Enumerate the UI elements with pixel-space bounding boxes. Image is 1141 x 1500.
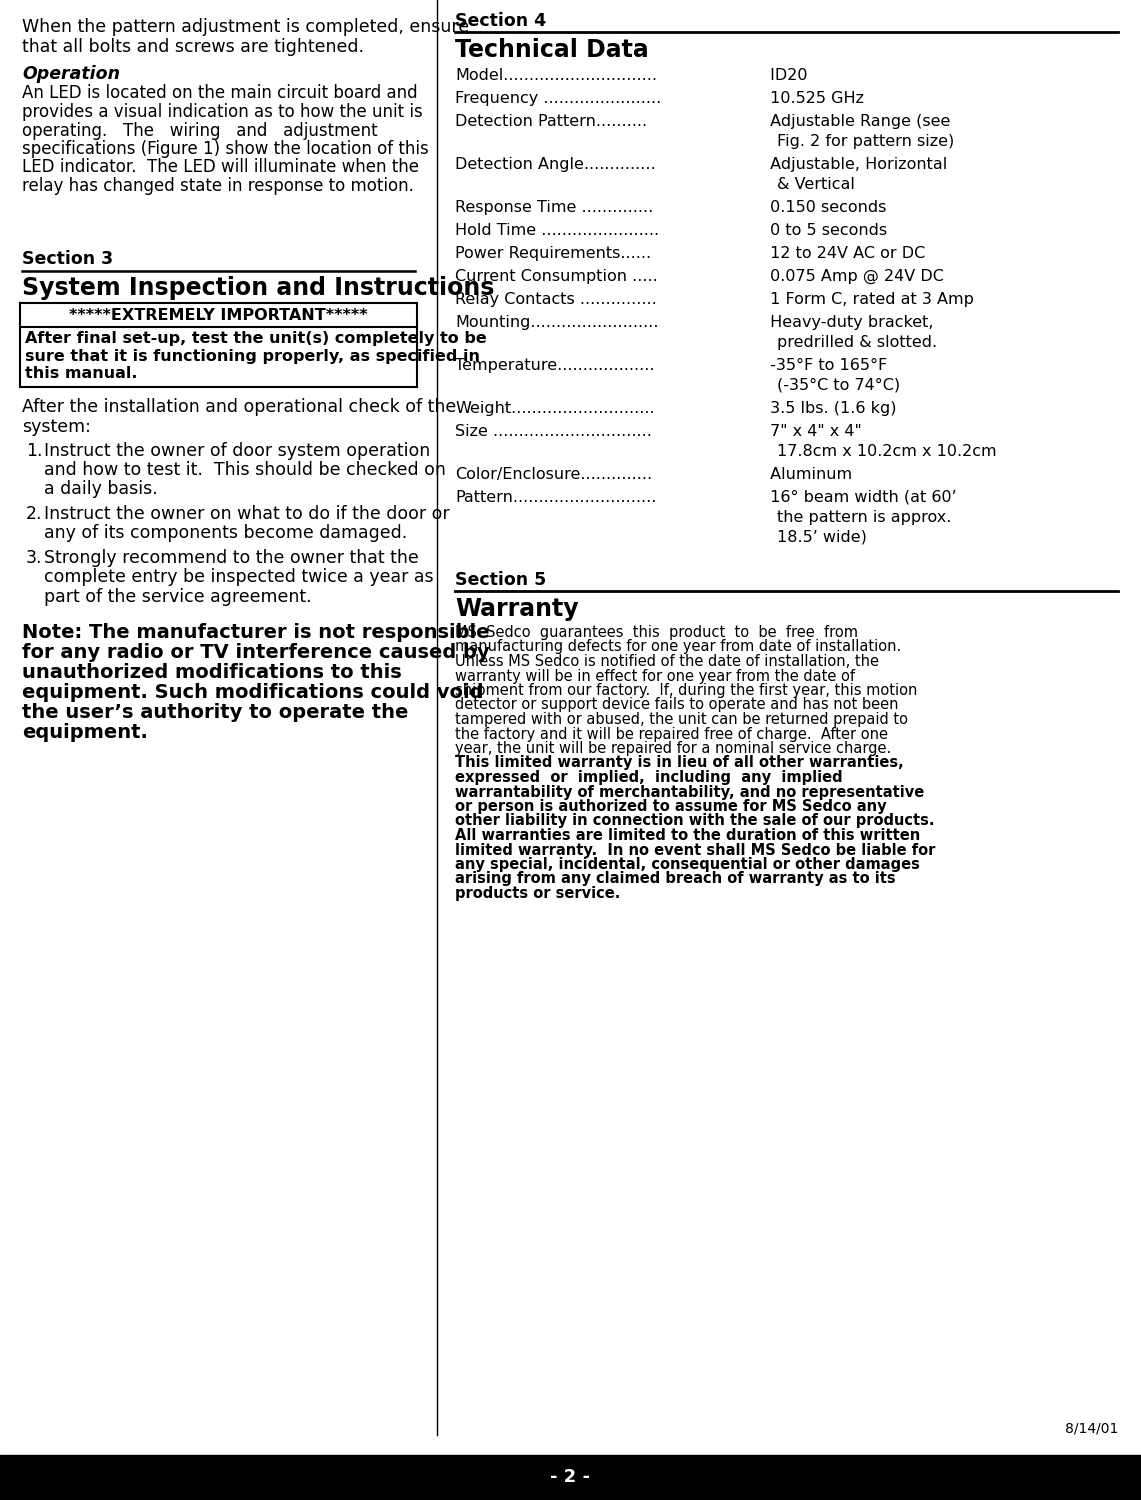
Text: 3.: 3. xyxy=(26,549,42,567)
Text: System Inspection and Instructions: System Inspection and Instructions xyxy=(22,276,494,300)
Text: the pattern is approx.: the pattern is approx. xyxy=(777,510,952,525)
Text: Hold Time .......................: Hold Time ....................... xyxy=(455,224,659,238)
Text: Weight............................: Weight............................ xyxy=(455,400,655,416)
Text: Color/Enclosure..............: Color/Enclosure.............. xyxy=(455,466,653,482)
Text: complete entry be inspected twice a year as: complete entry be inspected twice a year… xyxy=(44,568,434,586)
Text: 7" x 4" x 4": 7" x 4" x 4" xyxy=(764,424,861,439)
Text: Instruct the owner of door system operation: Instruct the owner of door system operat… xyxy=(44,441,430,459)
Text: Adjustable, Horizontal: Adjustable, Horizontal xyxy=(764,158,947,172)
Text: for any radio or TV interference caused by: for any radio or TV interference caused … xyxy=(22,642,489,662)
Text: All warranties are limited to the duration of this written: All warranties are limited to the durati… xyxy=(455,828,921,843)
Text: 17.8cm x 10.2cm x 10.2cm: 17.8cm x 10.2cm x 10.2cm xyxy=(777,444,996,459)
Text: the user’s authority to operate the: the user’s authority to operate the xyxy=(22,702,408,721)
Text: shipment from our factory.  If, during the first year, this motion: shipment from our factory. If, during th… xyxy=(455,682,917,698)
Text: Operation: Operation xyxy=(22,64,120,82)
Text: Unless MS Sedco is notified of the date of installation, the: Unless MS Sedco is notified of the date … xyxy=(455,654,879,669)
Text: Relay Contacts ...............: Relay Contacts ............... xyxy=(455,292,657,308)
Text: 0.150 seconds: 0.150 seconds xyxy=(764,200,887,214)
Text: 8/14/01: 8/14/01 xyxy=(1065,1422,1118,1436)
Text: Size ...............................: Size ............................... xyxy=(455,424,652,439)
Text: provides a visual indication as to how the unit is: provides a visual indication as to how t… xyxy=(22,104,423,122)
Text: Current Consumption .....: Current Consumption ..... xyxy=(455,268,657,284)
Text: year, the unit will be repaired for a nominal service charge.: year, the unit will be repaired for a no… xyxy=(455,741,891,756)
Text: MS  Sedco  guarantees  this  product  to  be  free  from: MS Sedco guarantees this product to be f… xyxy=(455,626,858,640)
Text: ID20: ID20 xyxy=(764,68,808,82)
Text: any special, incidental, consequential or other damages: any special, incidental, consequential o… xyxy=(455,856,920,871)
Text: Response Time ..............: Response Time .............. xyxy=(455,200,654,214)
Text: Detection Pattern..........: Detection Pattern.......... xyxy=(455,114,647,129)
Text: Temperature...................: Temperature................... xyxy=(455,358,655,374)
Text: *****EXTREMELY IMPORTANT*****: *****EXTREMELY IMPORTANT***** xyxy=(70,308,367,322)
Text: -35°F to 165°F: -35°F to 165°F xyxy=(764,358,888,374)
Text: or person is authorized to assume for MS Sedco any: or person is authorized to assume for MS… xyxy=(455,800,887,814)
Text: manufacturing defects for one year from date of installation.: manufacturing defects for one year from … xyxy=(455,639,901,654)
Text: 3.5 lbs. (1.6 kg): 3.5 lbs. (1.6 kg) xyxy=(764,400,897,416)
Text: limited warranty.  In no event shall MS Sedco be liable for: limited warranty. In no event shall MS S… xyxy=(455,843,936,858)
Text: Model..............................: Model.............................. xyxy=(455,68,657,82)
Text: & Vertical: & Vertical xyxy=(777,177,855,192)
Text: detector or support device fails to operate and has not been: detector or support device fails to oper… xyxy=(455,698,898,712)
Text: predrilled & slotted.: predrilled & slotted. xyxy=(777,334,937,350)
Text: warrantability of merchantability, and no representative: warrantability of merchantability, and n… xyxy=(455,784,924,800)
Text: other liability in connection with the sale of our products.: other liability in connection with the s… xyxy=(455,813,934,828)
Text: After final set-up, test the unit(s) completely to be: After final set-up, test the unit(s) com… xyxy=(25,332,487,346)
Text: Detection Angle..............: Detection Angle.............. xyxy=(455,158,656,172)
Text: this manual.: this manual. xyxy=(25,366,138,381)
Text: Mounting.........................: Mounting......................... xyxy=(455,315,658,330)
Text: expressed  or  implied,  including  any  implied: expressed or implied, including any impl… xyxy=(455,770,842,784)
Bar xyxy=(0,1455,1141,1500)
Text: and how to test it.  This should be checked on: and how to test it. This should be check… xyxy=(44,460,446,478)
Text: 10.525 GHz: 10.525 GHz xyxy=(764,92,864,106)
Text: Section 5: Section 5 xyxy=(455,572,547,590)
Text: Warranty: Warranty xyxy=(455,597,578,621)
Text: Adjustable Range (see: Adjustable Range (see xyxy=(764,114,950,129)
Text: This limited warranty is in lieu of all other warranties,: This limited warranty is in lieu of all … xyxy=(455,756,904,771)
Text: a daily basis.: a daily basis. xyxy=(44,480,157,498)
Text: equipment. Such modifications could void: equipment. Such modifications could void xyxy=(22,682,484,702)
Text: 12 to 24V AC or DC: 12 to 24V AC or DC xyxy=(764,246,925,261)
Text: (-35°C to 74°C): (-35°C to 74°C) xyxy=(777,378,900,393)
Text: tampered with or abused, the unit can be returned prepaid to: tampered with or abused, the unit can be… xyxy=(455,712,908,728)
Text: Section 4: Section 4 xyxy=(455,12,547,30)
Text: Note: The manufacturer is not responsible: Note: The manufacturer is not responsibl… xyxy=(22,622,489,642)
Text: 1.: 1. xyxy=(26,441,42,459)
Text: 0 to 5 seconds: 0 to 5 seconds xyxy=(764,224,887,238)
Text: that all bolts and screws are tightened.: that all bolts and screws are tightened. xyxy=(22,38,364,56)
Text: arising from any claimed breach of warranty as to its: arising from any claimed breach of warra… xyxy=(455,871,896,886)
Text: Aluminum: Aluminum xyxy=(764,466,852,482)
Text: 2.: 2. xyxy=(26,506,42,524)
Text: 16° beam width (at 60’: 16° beam width (at 60’ xyxy=(764,490,956,506)
Text: Frequency .......................: Frequency ....................... xyxy=(455,92,662,106)
Text: LED indicator.  The LED will illuminate when the: LED indicator. The LED will illuminate w… xyxy=(22,159,419,177)
Text: any of its components become damaged.: any of its components become damaged. xyxy=(44,525,407,543)
Text: operating.   The   wiring   and   adjustment: operating. The wiring and adjustment xyxy=(22,122,378,140)
Text: equipment.: equipment. xyxy=(22,723,148,741)
Text: Section 3: Section 3 xyxy=(22,251,113,268)
Text: An LED is located on the main circuit board and: An LED is located on the main circuit bo… xyxy=(22,84,418,102)
Text: Instruct the owner on what to do if the door or: Instruct the owner on what to do if the … xyxy=(44,506,450,524)
Text: relay has changed state in response to motion.: relay has changed state in response to m… xyxy=(22,177,414,195)
Text: the factory and it will be repaired free of charge.  After one: the factory and it will be repaired free… xyxy=(455,726,888,741)
Text: sure that it is functioning properly, as specified in: sure that it is functioning properly, as… xyxy=(25,348,480,363)
Text: 18.5’ wide): 18.5’ wide) xyxy=(777,530,867,544)
Text: When the pattern adjustment is completed, ensure: When the pattern adjustment is completed… xyxy=(22,18,469,36)
Text: Technical Data: Technical Data xyxy=(455,38,649,62)
Text: system:: system: xyxy=(22,419,91,436)
Text: Power Requirements......: Power Requirements...... xyxy=(455,246,652,261)
Text: specifications (Figure 1) show the location of this: specifications (Figure 1) show the locat… xyxy=(22,140,429,158)
Text: warranty will be in effect for one year from the date of: warranty will be in effect for one year … xyxy=(455,669,855,684)
Text: part of the service agreement.: part of the service agreement. xyxy=(44,588,311,606)
Text: 0.075 Amp @ 24V DC: 0.075 Amp @ 24V DC xyxy=(764,268,944,284)
Text: Heavy-duty bracket,: Heavy-duty bracket, xyxy=(764,315,933,330)
Text: products or service.: products or service. xyxy=(455,886,621,902)
Text: Pattern............................: Pattern............................ xyxy=(455,490,656,506)
Text: unauthorized modifications to this: unauthorized modifications to this xyxy=(22,663,402,681)
Text: Strongly recommend to the owner that the: Strongly recommend to the owner that the xyxy=(44,549,419,567)
Text: After the installation and operational check of the: After the installation and operational c… xyxy=(22,399,456,417)
Text: 1 Form C, rated at 3 Amp: 1 Form C, rated at 3 Amp xyxy=(764,292,974,308)
Text: - 2 -: - 2 - xyxy=(550,1468,591,1486)
Text: Fig. 2 for pattern size): Fig. 2 for pattern size) xyxy=(777,134,954,148)
